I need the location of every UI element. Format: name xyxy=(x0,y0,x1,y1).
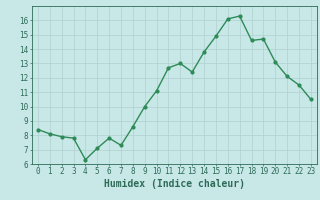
X-axis label: Humidex (Indice chaleur): Humidex (Indice chaleur) xyxy=(104,179,245,189)
